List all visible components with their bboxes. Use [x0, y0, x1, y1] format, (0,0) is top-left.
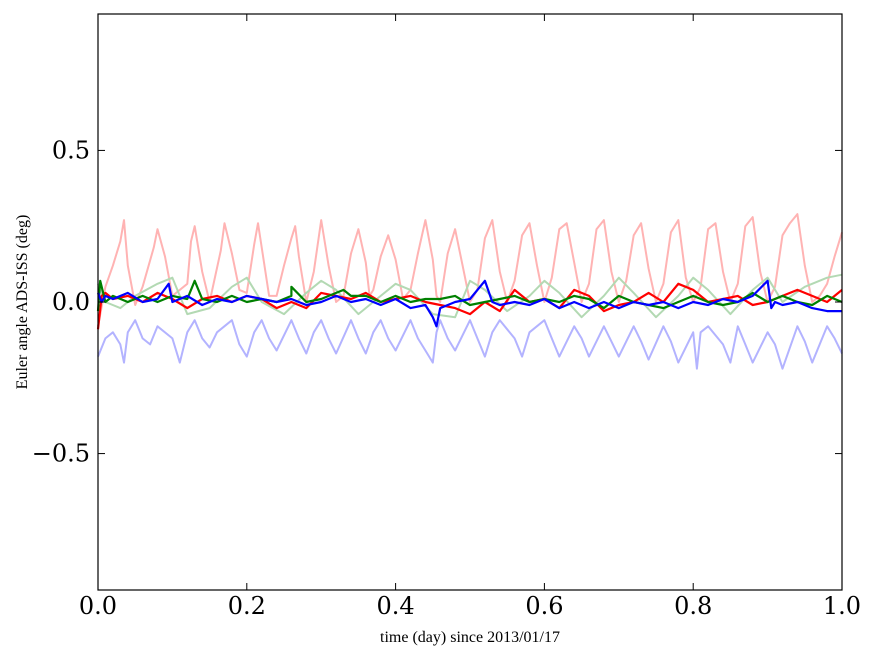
series-layer	[96, 213, 843, 370]
x-tick-label: 0.2	[228, 592, 266, 620]
axis-ticks: 0.0 0.2 0.4 0.6 0.8 1.0 0.5 0.0 −0.5	[32, 14, 861, 620]
x-tick-label: 0.6	[525, 592, 563, 620]
series-line-6	[96, 279, 842, 328]
y-axis-label: Euler angle ADS-ISS (deg)	[14, 215, 31, 390]
y-tick-label: −0.5	[32, 440, 90, 468]
y-tick-label: 0.0	[52, 288, 90, 316]
x-axis-label: time (day) since 2013/01/17	[380, 629, 560, 646]
series-line-1	[97, 213, 843, 327]
series-line-2	[97, 273, 843, 319]
x-tick-label: 0.8	[674, 592, 712, 620]
x-tick-label: 0.0	[79, 592, 117, 620]
y-tick-label: 0.5	[52, 136, 90, 164]
series-line-5	[96, 279, 843, 312]
series-line-3	[97, 319, 843, 370]
x-tick-label: 0.4	[377, 592, 415, 620]
x-tick-label: 1.0	[823, 592, 861, 620]
